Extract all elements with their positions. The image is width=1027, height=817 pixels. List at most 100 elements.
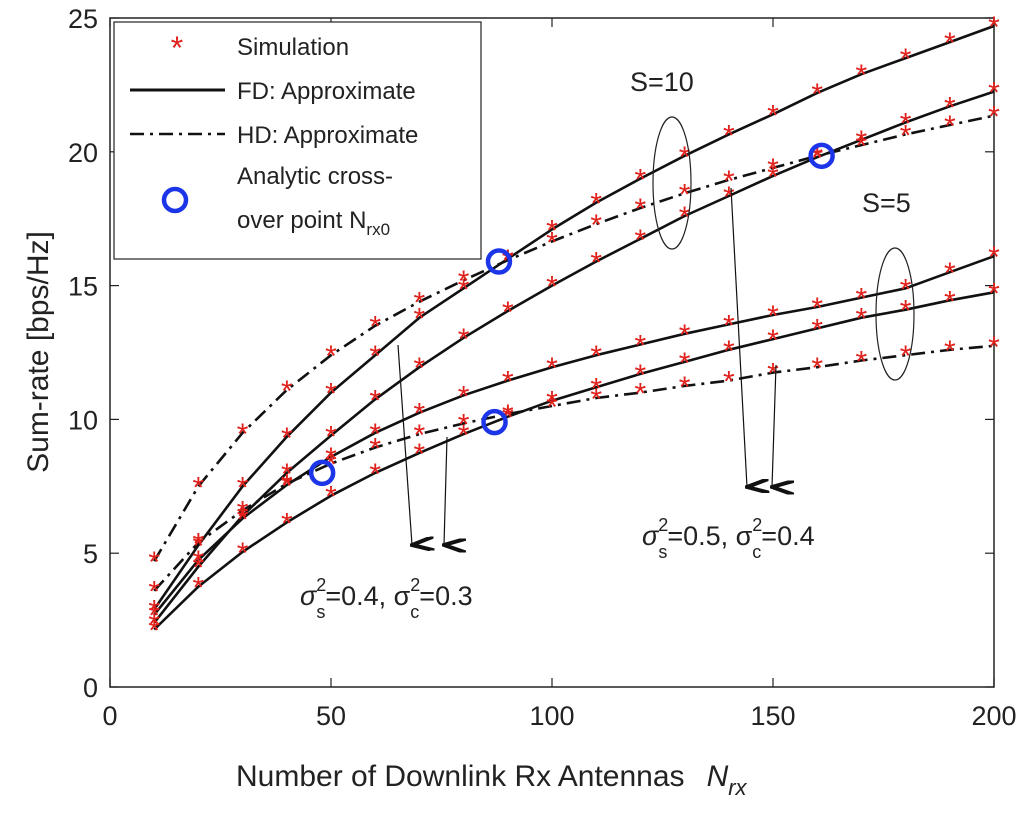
simulation-point: * xyxy=(811,352,823,385)
simulation-point: * xyxy=(988,277,1000,310)
simulation-point: * xyxy=(237,418,249,451)
x-tick-label: 50 xyxy=(316,701,346,731)
simulation-point: * xyxy=(811,292,823,325)
simulation-point: * xyxy=(590,372,602,405)
simulation-point: * xyxy=(723,335,735,368)
y-tick-label: 10 xyxy=(68,405,98,435)
simulation-point: * xyxy=(635,329,647,362)
simulation-point: * xyxy=(458,380,470,413)
simulation-point: * xyxy=(325,340,337,373)
simulation-point: * xyxy=(679,347,691,380)
simulation-point: * xyxy=(193,545,205,578)
simulation-point: * xyxy=(193,530,205,563)
simulation-point: * xyxy=(414,398,426,431)
simulation-point: * xyxy=(546,214,558,247)
simulation-point: * xyxy=(767,324,779,357)
simulation-point: * xyxy=(900,43,912,76)
simulation-point: * xyxy=(281,375,293,408)
y-tick-label: 5 xyxy=(83,539,98,569)
simulation-point: * xyxy=(281,422,293,455)
simulation-point: * xyxy=(369,418,381,451)
simulation-point: * xyxy=(679,178,691,211)
annotation-noise2: σ2 s=0.5, σ2 c=0.4 xyxy=(642,515,815,562)
simulation-point: * xyxy=(148,600,160,633)
simulation-point: * xyxy=(635,193,647,226)
simulation-point: * xyxy=(414,287,426,320)
simulation-point: * xyxy=(237,537,249,570)
crossover-point xyxy=(481,408,508,436)
simulation-point: * xyxy=(281,469,293,502)
simulation-point: * xyxy=(237,471,249,504)
y-tick-label: 25 xyxy=(68,4,98,34)
marker-layer: ***************** * * ************ * * * * * * * * *… xyxy=(148,11,1000,647)
simulation-point: * xyxy=(635,359,647,392)
simulation-point: * xyxy=(369,432,381,465)
simulation-point: * xyxy=(988,101,1000,134)
legend-marker-simulation: * xyxy=(171,30,183,66)
simulation-point: * xyxy=(148,608,160,641)
simulation-point: * xyxy=(767,300,779,333)
x-tick-label: 200 xyxy=(971,701,1016,731)
simulation-point: * xyxy=(193,471,205,504)
simulation-point: * xyxy=(369,384,381,417)
x-tick-label: 100 xyxy=(529,701,574,731)
legend-label-fd: FD: Approximate xyxy=(237,78,416,105)
simulation-point: * xyxy=(679,319,691,352)
simulation-point: * xyxy=(193,552,205,585)
simulation-point: * xyxy=(856,59,868,92)
legend-box xyxy=(113,21,482,260)
annotation-s10: S=10 xyxy=(630,67,694,97)
simulation-point: * xyxy=(856,130,868,163)
crossover-point xyxy=(308,459,336,487)
simulation-point: * xyxy=(944,27,956,60)
simulation-point: * xyxy=(767,99,779,132)
simulation-point: * xyxy=(546,271,558,304)
simulation-point: * xyxy=(635,164,647,197)
legend-marker-crossover xyxy=(161,186,189,214)
simulation-point: * xyxy=(856,346,868,379)
simulation-point: * xyxy=(811,313,823,346)
simulation-point: * xyxy=(369,458,381,491)
simulation-point: * xyxy=(988,77,1000,110)
simulation-point: * xyxy=(767,161,779,194)
simulation-point: * xyxy=(635,224,647,257)
y-tick-label: 15 xyxy=(68,272,98,302)
x-axis-label: Number of Downlink Rx Antennas Nrx xyxy=(236,760,748,800)
simulation-point: * xyxy=(237,503,249,536)
simulation-point: * xyxy=(590,247,602,280)
simulation-point: * xyxy=(944,110,956,143)
simulation-point: * xyxy=(458,273,470,306)
simulation-point: * xyxy=(900,340,912,373)
arrow-noise2-b xyxy=(772,364,776,487)
simulation-point: * xyxy=(856,283,868,316)
simulation-point: * xyxy=(900,107,912,140)
simulation-point: * xyxy=(679,141,691,174)
simulation-point: * xyxy=(811,78,823,111)
simulation-point: * xyxy=(546,352,558,385)
series-line-5 xyxy=(153,344,995,592)
legend-label-hd: HD: Approximate xyxy=(237,122,418,149)
simulation-point: * xyxy=(546,386,558,419)
simulation-point: * xyxy=(148,594,160,627)
arrow-noise1-a xyxy=(397,344,412,545)
simulation-point: * xyxy=(944,335,956,368)
simulation-point: * xyxy=(281,458,293,491)
simulation-point: * xyxy=(900,119,912,152)
simulation-point: * xyxy=(546,391,558,424)
simulation-point: * xyxy=(325,481,337,514)
simulation-point: * xyxy=(325,378,337,411)
simulation-point: * xyxy=(414,352,426,385)
simulation-point: * xyxy=(679,201,691,234)
annotation-noise1: σ2 s=0.4, σ2 c=0.3 xyxy=(300,575,473,622)
simulation-point: * xyxy=(944,91,956,124)
simulation-point: * xyxy=(723,119,735,152)
simulation-point: * xyxy=(723,181,735,214)
simulation-point: * xyxy=(856,125,868,158)
s5-group-ellipse xyxy=(875,247,915,381)
simulation-point: * xyxy=(590,383,602,416)
simulation-point: * xyxy=(988,11,1000,44)
simulation-point: * xyxy=(458,323,470,356)
simulation-point: * xyxy=(502,296,514,329)
simulation-point: * xyxy=(325,442,337,475)
